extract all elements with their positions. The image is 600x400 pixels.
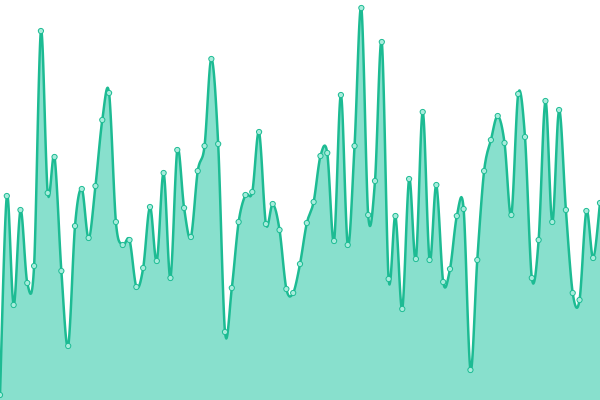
point [426, 256, 433, 264]
point [405, 175, 413, 183]
point [549, 218, 556, 226]
point [228, 284, 235, 292]
point [85, 234, 92, 242]
point [569, 289, 576, 297]
point [583, 207, 590, 215]
point [208, 55, 215, 63]
point [590, 254, 597, 262]
point [10, 301, 17, 309]
point [310, 198, 317, 206]
point [344, 241, 351, 249]
area-fill [0, 7, 600, 400]
point [542, 97, 549, 105]
point [194, 167, 201, 175]
point [17, 206, 24, 214]
point [255, 128, 263, 136]
point [555, 106, 563, 114]
point [453, 212, 460, 220]
point [221, 328, 229, 336]
point [399, 305, 406, 313]
point [3, 192, 10, 200]
point [276, 226, 283, 234]
point [51, 153, 58, 161]
point [119, 241, 126, 249]
point [378, 38, 385, 46]
point [446, 265, 454, 273]
point [201, 142, 208, 150]
point [296, 260, 304, 268]
point [460, 205, 467, 213]
point [0, 391, 4, 399]
point [58, 267, 65, 275]
point [528, 274, 535, 282]
point [596, 199, 600, 207]
point [242, 191, 249, 199]
point [358, 4, 365, 12]
point [290, 289, 297, 297]
point [187, 233, 195, 241]
point [215, 140, 222, 148]
point [317, 152, 324, 160]
point [337, 91, 345, 99]
point [480, 167, 488, 175]
point [412, 255, 420, 263]
point [180, 204, 188, 212]
point [140, 264, 147, 272]
point [65, 342, 72, 350]
point [160, 169, 167, 177]
point [419, 108, 426, 116]
point [37, 27, 45, 35]
point [494, 112, 501, 120]
point [30, 262, 38, 270]
point [44, 189, 51, 197]
point [365, 211, 372, 219]
point [174, 146, 181, 154]
point [167, 274, 174, 282]
point [235, 218, 242, 226]
point [105, 89, 113, 97]
point [262, 220, 270, 228]
point [303, 219, 310, 227]
point [112, 218, 120, 226]
point [385, 275, 392, 283]
point [78, 185, 85, 193]
point [351, 142, 358, 150]
point [283, 285, 290, 293]
point [467, 366, 474, 374]
point [126, 236, 133, 244]
point [521, 133, 529, 141]
point [535, 236, 542, 244]
point [474, 256, 481, 264]
point [24, 279, 31, 287]
point [71, 222, 79, 230]
point [440, 278, 447, 286]
point [92, 182, 99, 190]
point [562, 206, 570, 214]
point [324, 149, 331, 157]
point [392, 212, 399, 220]
point [99, 116, 106, 124]
point [330, 237, 338, 245]
point [515, 90, 522, 98]
point [487, 136, 495, 144]
point [371, 177, 379, 185]
point [501, 139, 508, 147]
point [269, 200, 276, 208]
point [433, 181, 440, 189]
point [508, 211, 515, 219]
point [576, 296, 583, 304]
point [249, 188, 256, 196]
point [153, 257, 160, 265]
point [133, 283, 140, 291]
point [146, 203, 154, 211]
